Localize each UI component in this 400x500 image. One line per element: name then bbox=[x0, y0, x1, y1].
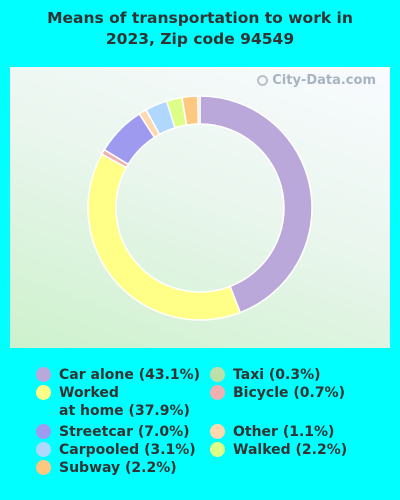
legend-item-worked-at-home: Worked at home (37.9%) bbox=[36, 384, 190, 420]
chart-title: Means of transportation to work in 2023, … bbox=[47, 9, 353, 48]
legend-swatch bbox=[210, 442, 225, 457]
legend-swatch bbox=[36, 424, 51, 439]
legend-swatch bbox=[210, 367, 225, 382]
watermark-text: City-Data.com bbox=[272, 73, 376, 88]
legend-item-carpooled: Carpooled (3.1%) bbox=[36, 441, 196, 459]
watermark: City-Data.com bbox=[257, 73, 376, 88]
legend-label: Walked (2.2%) bbox=[233, 442, 348, 458]
legend-label: Taxi (0.3%) bbox=[233, 367, 321, 383]
donut-slice-worked-at-home bbox=[87, 153, 242, 321]
legend-item-subway: Subway (2.2%) bbox=[36, 459, 177, 477]
legend-label: Bicycle (0.7%) bbox=[233, 385, 345, 401]
legend-swatch bbox=[36, 460, 51, 475]
legend-label: Subway (2.2%) bbox=[59, 460, 177, 476]
legend-swatch bbox=[36, 385, 51, 400]
legend-item-walked: Walked (2.2%) bbox=[210, 441, 347, 459]
legend-swatch bbox=[36, 442, 51, 457]
legend-item-other: Other (1.1%) bbox=[210, 423, 334, 441]
legend-label: Carpooled (3.1%) bbox=[59, 442, 196, 458]
legend-label: Car alone (43.1%) bbox=[59, 367, 201, 383]
legend-item-streetcar: Streetcar (7.0%) bbox=[36, 423, 190, 441]
legend-swatch bbox=[210, 385, 225, 400]
legend-swatch bbox=[210, 424, 225, 439]
plot-area: City-Data.com bbox=[10, 67, 390, 348]
legend-swatch bbox=[36, 367, 51, 382]
legend-item-car-alone: Car alone (43.1%) bbox=[36, 366, 200, 384]
legend-label: Worked at home (37.9%) bbox=[59, 385, 190, 419]
legend: Car alone (43.1%) Worked at home (37.9%) S… bbox=[0, 366, 400, 496]
donut-chart bbox=[87, 95, 313, 321]
legend-label: Streetcar (7.0%) bbox=[59, 424, 190, 440]
magnifier-icon bbox=[257, 75, 269, 86]
donut-slice-car-alone bbox=[199, 95, 313, 314]
legend-label: Other (1.1%) bbox=[233, 424, 335, 440]
legend-item-bicycle: Bicycle (0.7%) bbox=[210, 384, 345, 402]
legend-item-taxi: Taxi (0.3%) bbox=[210, 366, 321, 384]
donut-slice-taxi bbox=[197, 95, 201, 125]
